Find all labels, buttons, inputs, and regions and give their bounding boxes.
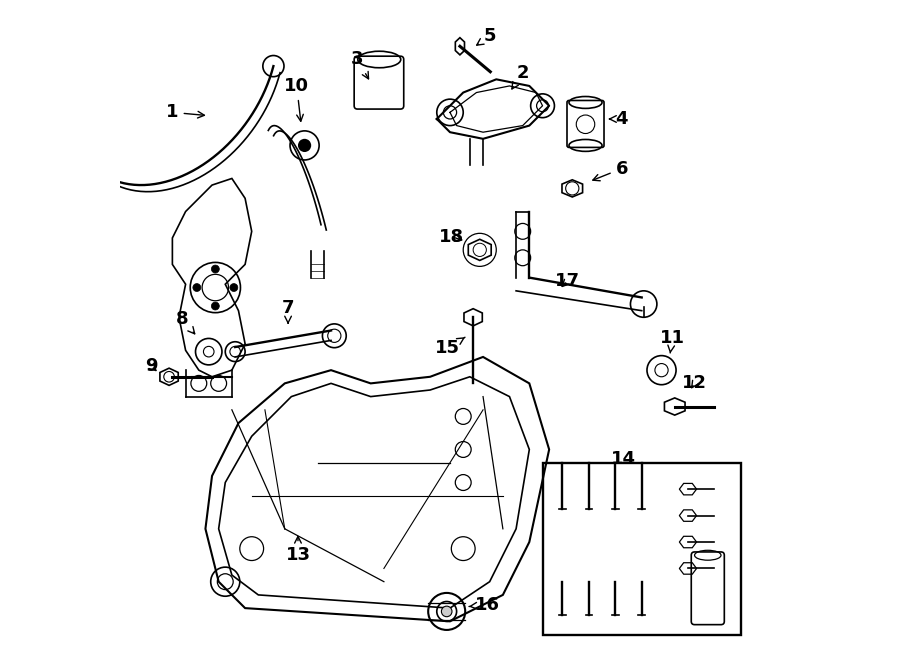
Circle shape (298, 139, 311, 152)
Text: 8: 8 (176, 310, 194, 334)
Bar (543, 463, 741, 635)
Text: 6: 6 (593, 159, 628, 181)
Text: 9: 9 (145, 357, 158, 375)
Circle shape (230, 284, 238, 292)
Circle shape (212, 265, 220, 273)
Text: 14: 14 (611, 450, 635, 469)
Text: 16: 16 (469, 596, 500, 614)
Text: 7: 7 (282, 299, 294, 323)
Text: 10: 10 (284, 77, 309, 121)
Text: 17: 17 (555, 272, 580, 290)
Text: 1: 1 (166, 103, 204, 122)
Text: 5: 5 (477, 27, 496, 46)
Circle shape (441, 606, 452, 617)
Text: 13: 13 (285, 537, 310, 564)
Text: 15: 15 (435, 337, 465, 358)
Circle shape (212, 302, 220, 310)
Text: 12: 12 (682, 374, 707, 393)
Text: 4: 4 (609, 110, 628, 128)
Text: 3: 3 (351, 50, 368, 79)
Text: 11: 11 (660, 329, 685, 353)
Text: 2: 2 (512, 63, 529, 89)
Circle shape (193, 284, 201, 292)
Text: 18: 18 (439, 227, 464, 246)
